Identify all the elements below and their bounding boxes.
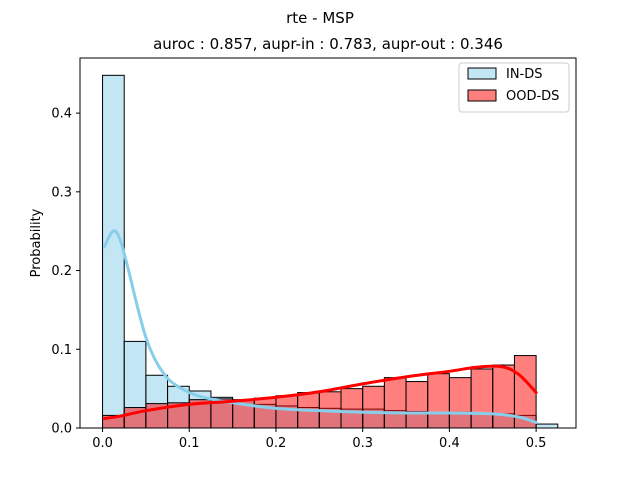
kde-curves: [102, 229, 538, 424]
y-tick-label: 0.0: [51, 422, 72, 437]
x-tick-label: 0.5: [526, 436, 547, 451]
bar-ood-ds-11: [340, 388, 364, 429]
kde-line-ood-ds: [102, 364, 538, 421]
legend-label-ood-ds: OOD-DS: [506, 89, 559, 104]
y-axis-ticks: 0.0 0.1 0.2 0.3 0.4: [51, 107, 80, 437]
bar-ood-ds-18: [492, 364, 515, 429]
x-tick-label: 0.3: [352, 436, 373, 451]
bar-ood-ds-12: [362, 385, 385, 429]
legend-swatch-ood-ds: [467, 89, 497, 102]
legend-label-in-ds: IN-DS: [506, 67, 543, 82]
plot-frame: [79, 57, 577, 429]
bar-ood-ds-13: [383, 377, 407, 429]
chart-title: rte - MSP: [286, 9, 354, 27]
y-tick-label: 0.4: [51, 107, 72, 122]
x-tick-label: 0.0: [92, 436, 113, 451]
x-tick-label: 0.1: [179, 436, 200, 451]
y-tick-label: 0.2: [51, 264, 72, 279]
bar-ood-ds-14: [405, 381, 429, 429]
legend: IN-DS OOD-DS: [458, 62, 570, 113]
x-tick-label: 0.2: [266, 436, 287, 451]
bar-ood-ds-7: [253, 397, 277, 429]
kde-line-in-ds: [102, 229, 538, 424]
bar-in-ds-0: [102, 74, 125, 429]
x-tick-label: 0.4: [439, 436, 460, 451]
x-axis-ticks: 0.0 0.1 0.2 0.3 0.4 0.5: [92, 428, 546, 451]
bar-in-ds-20: [535, 423, 559, 429]
y-tick-label: 0.1: [51, 343, 72, 358]
chart-subtitle: auroc : 0.857, aupr-in : 0.783, aupr-out…: [153, 35, 503, 53]
bar-ood-ds-15: [427, 373, 450, 429]
y-tick-label: 0.3: [51, 185, 72, 200]
legend-swatch-in-ds: [467, 67, 497, 80]
y-axis-label: Probability: [29, 208, 44, 277]
bar-ood-ds-8: [275, 395, 299, 429]
bar-ood-ds-17: [470, 368, 494, 429]
bar-ood-ds-16: [448, 377, 472, 429]
